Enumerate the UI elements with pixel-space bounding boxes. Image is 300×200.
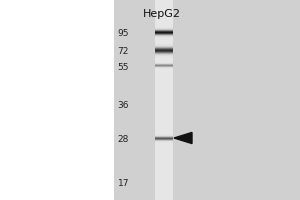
Text: 28: 28 [118,134,129,144]
Text: HepG2: HepG2 [143,9,181,19]
Polygon shape [174,132,192,144]
Text: 36: 36 [118,100,129,110]
Text: 95: 95 [118,28,129,38]
Text: 17: 17 [118,178,129,188]
Bar [154,0,172,200]
Text: 72: 72 [118,46,129,55]
Bar [114,0,300,200]
Text: 55: 55 [118,62,129,72]
